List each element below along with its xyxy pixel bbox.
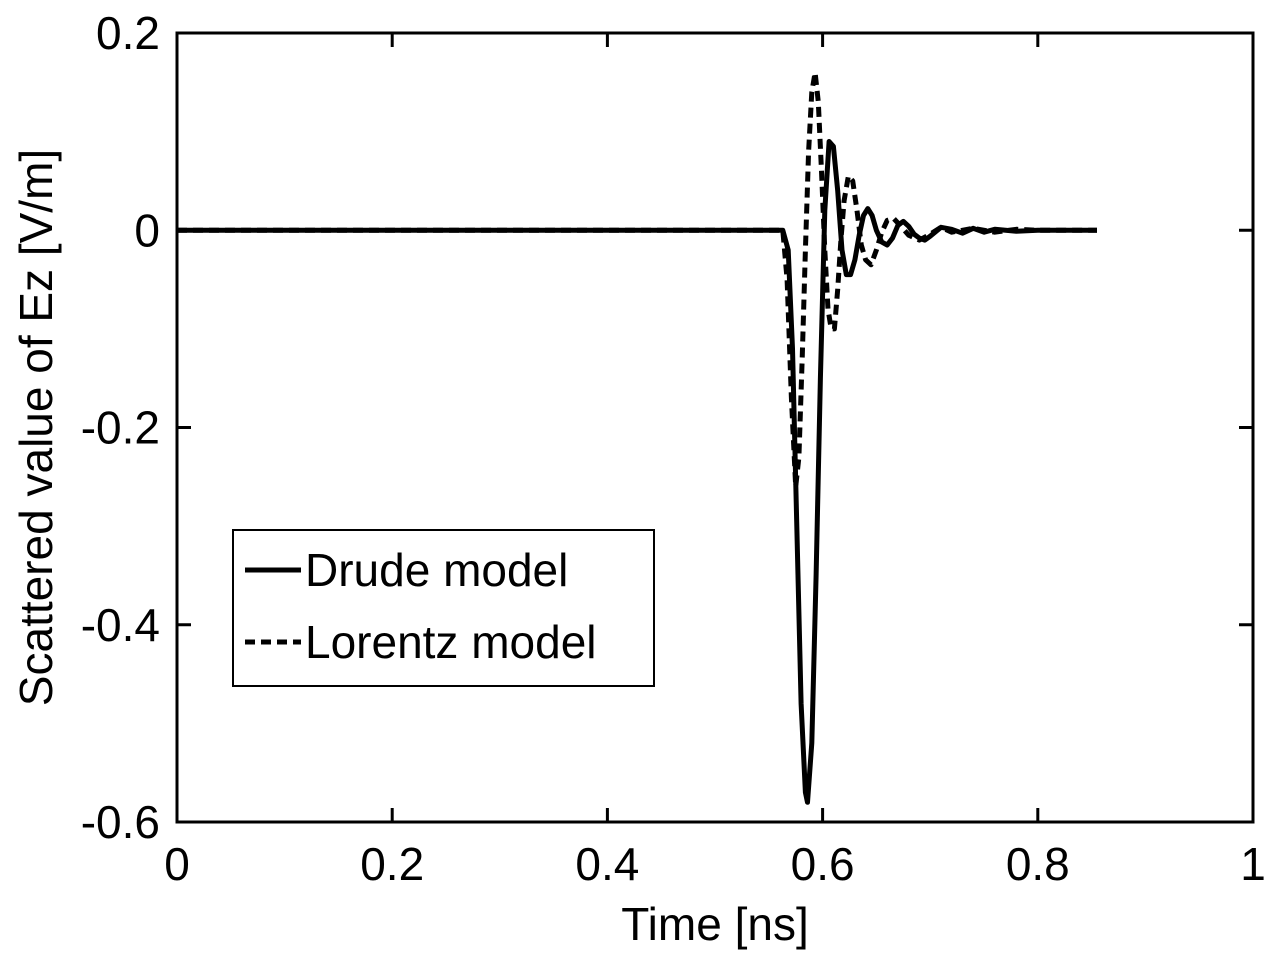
x-tick-label: 0.2 — [360, 838, 424, 890]
legend-box — [232, 529, 655, 687]
y-tick-label: -0.4 — [81, 599, 160, 651]
y-tick-label: -0.6 — [81, 796, 160, 848]
y-tick-label: 0 — [134, 204, 160, 256]
y-tick-label: -0.2 — [81, 402, 160, 454]
x-tick-label: 0.6 — [791, 838, 855, 890]
x-tick-label: 1 — [1240, 838, 1266, 890]
legend-entry: Lorentz model — [305, 616, 597, 668]
x-tick-label: 0.4 — [575, 838, 639, 890]
y-axis-label: Scattered value of Ez [V/m] — [10, 149, 62, 706]
x-axis-label: Time [ns] — [621, 898, 808, 950]
series-line-lorentz — [177, 70, 1097, 490]
x-tick-label: 0.8 — [1006, 838, 1070, 890]
series-line-drude — [177, 139, 1097, 805]
x-tick-label: 0 — [164, 838, 190, 890]
legend-entry: Drude model — [305, 544, 568, 596]
plot-area — [177, 33, 1253, 822]
y-tick-label: 0.2 — [96, 7, 160, 59]
